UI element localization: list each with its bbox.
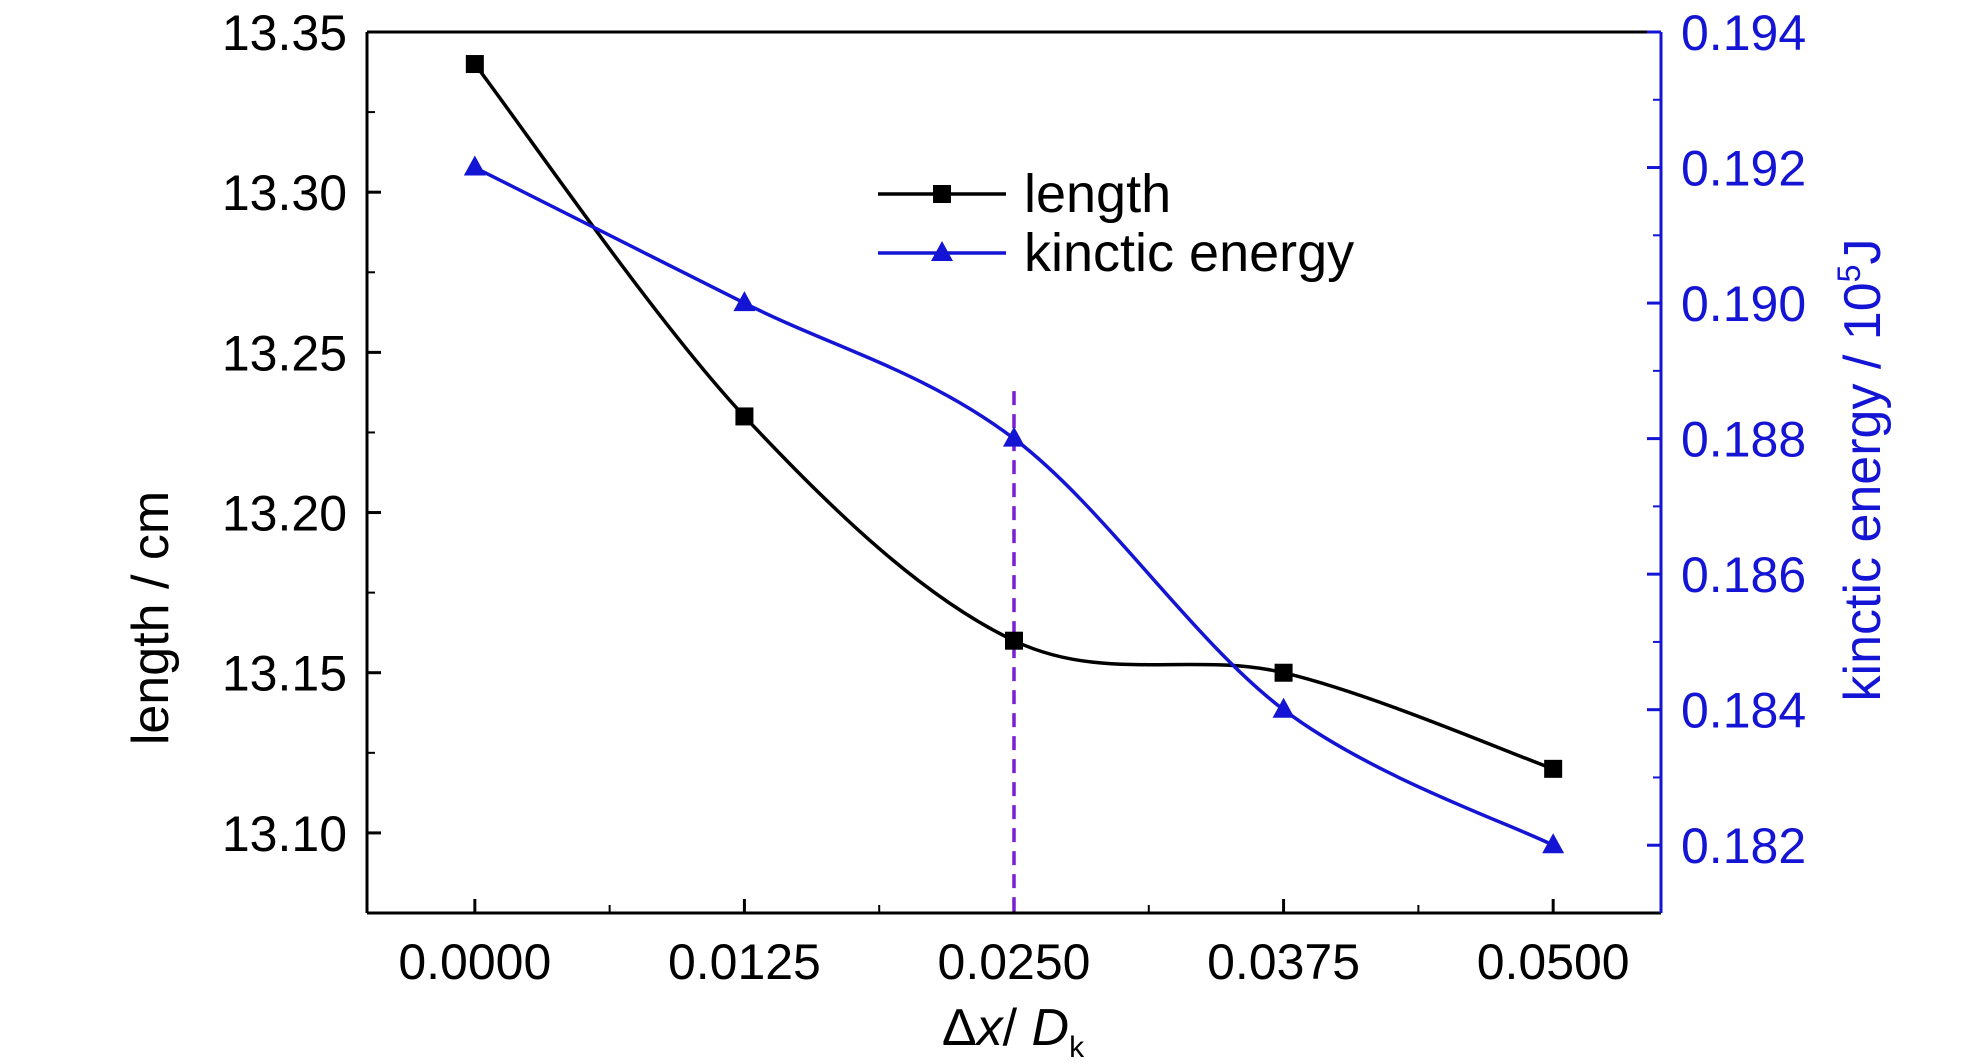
right-axis-label-unit: J bbox=[1834, 239, 1892, 265]
kinetic-energy-point bbox=[1272, 697, 1295, 718]
right-axis-label-sup: 5 bbox=[1831, 265, 1867, 283]
right-tick-label: 0.190 bbox=[1681, 276, 1806, 332]
legend-label-length: length bbox=[1024, 164, 1171, 224]
left-tick-label: 13.10 bbox=[222, 806, 347, 862]
kinetic-energy-point bbox=[1542, 833, 1565, 854]
x-axis-label-slash: / bbox=[1003, 999, 1032, 1057]
right-axis-label: kinctic energy / 105J bbox=[1831, 239, 1892, 702]
series-line-length bbox=[473, 62, 1554, 771]
x-tick-label: 0.0000 bbox=[398, 934, 551, 990]
right-tick-label: 0.184 bbox=[1681, 683, 1806, 739]
right-tick-label: 0.186 bbox=[1681, 547, 1806, 603]
right-tick-label: 0.194 bbox=[1681, 5, 1806, 61]
length-point bbox=[1005, 631, 1023, 650]
right-axis-ticks: 0.182 0.184 0.186 0.188 0.190 0.192 0.194 bbox=[1647, 5, 1806, 874]
left-tick-label: 13.15 bbox=[222, 646, 347, 702]
x-axis-label: Δx/ Dk bbox=[942, 999, 1085, 1063]
series-group bbox=[463, 55, 1565, 854]
left-axis-ticks: 13.10 13.15 13.20 13.25 13.30 13.35 bbox=[222, 5, 381, 862]
legend-triangle-marker bbox=[931, 241, 953, 261]
x-axis-label-delta: Δ bbox=[942, 999, 977, 1057]
kinetic-energy-point bbox=[1003, 426, 1025, 447]
length-point bbox=[465, 55, 484, 74]
kinetic-energy-point bbox=[463, 155, 486, 176]
right-axis-label-main: kinctic energy / 10 bbox=[1834, 282, 1892, 701]
left-tick-label: 13.25 bbox=[222, 325, 347, 381]
left-axis-label: length / cm bbox=[122, 491, 180, 745]
x-tick-label: 0.0375 bbox=[1207, 934, 1360, 990]
plot-frame bbox=[365, 30, 1663, 915]
left-tick-label: 13.30 bbox=[222, 165, 347, 221]
length-point bbox=[1274, 663, 1293, 682]
length-point bbox=[735, 407, 754, 426]
x-axis-label-d: D bbox=[1032, 999, 1070, 1057]
right-tick-label: 0.182 bbox=[1681, 818, 1806, 874]
x-tick-label: 0.0500 bbox=[1477, 934, 1630, 990]
x-tick-label: 0.0250 bbox=[938, 934, 1091, 990]
x-axis-ticks: 0.0000 0.0125 0.0250 0.0375 0.0500 bbox=[398, 899, 1630, 990]
x-axis-label-x: x bbox=[974, 999, 1005, 1057]
legend-label-kinetic-energy: kinctic energy bbox=[1024, 223, 1354, 283]
legend-square-marker bbox=[933, 185, 951, 203]
kinetic-energy-point bbox=[733, 291, 756, 312]
left-tick-label: 13.35 bbox=[222, 5, 347, 61]
length-point bbox=[1544, 759, 1563, 778]
right-tick-label: 0.188 bbox=[1681, 412, 1806, 468]
left-tick-label: 13.20 bbox=[222, 486, 347, 542]
x-tick-label: 0.0125 bbox=[668, 934, 821, 990]
right-tick-label: 0.192 bbox=[1681, 141, 1806, 197]
x-axis-label-sub: k bbox=[1069, 1031, 1085, 1063]
